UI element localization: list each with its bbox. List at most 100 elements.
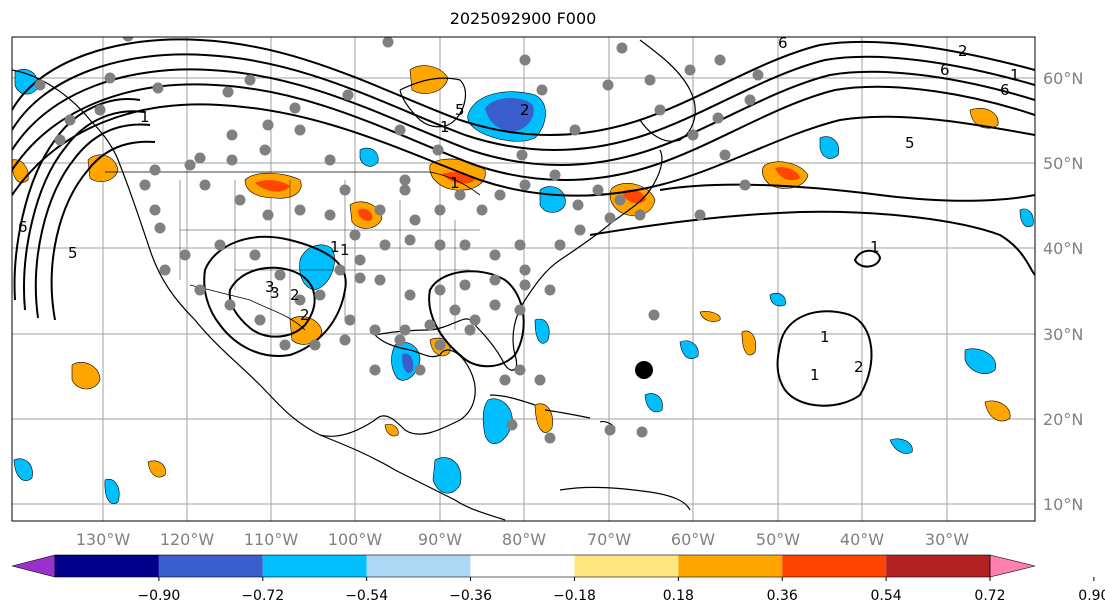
contour-label: 6 xyxy=(18,218,28,236)
state-borders xyxy=(179,180,480,330)
negative-anomaly-area xyxy=(644,393,663,413)
station-dot xyxy=(324,154,336,166)
station-dot xyxy=(54,134,66,146)
station-dot xyxy=(654,104,666,116)
station-markers xyxy=(34,37,764,444)
colorbar-extend-right xyxy=(989,554,1036,578)
jet-contour xyxy=(12,83,1035,181)
strong-positive-anomaly-area xyxy=(775,167,800,181)
atlantic-contour xyxy=(589,210,1035,276)
contour-label: 1 xyxy=(140,108,150,126)
atlantic-contour xyxy=(659,183,1035,202)
station-dot xyxy=(592,184,604,196)
negative-anomaly-area xyxy=(359,147,379,167)
station-dot xyxy=(489,299,501,311)
station-dot xyxy=(434,284,446,296)
station-dot xyxy=(536,84,548,96)
contour-label: 1 xyxy=(820,328,830,346)
station-dot xyxy=(489,249,501,261)
trough-contour xyxy=(428,270,525,368)
longitude-label: 90°W xyxy=(418,530,462,549)
contour-label: 2 xyxy=(520,101,530,119)
station-dot xyxy=(309,339,321,351)
station-dot xyxy=(339,184,351,196)
west-coast-contour xyxy=(34,123,151,319)
contour-label: 2 xyxy=(300,306,310,324)
south-america-coastline xyxy=(559,486,691,511)
station-dot xyxy=(382,37,394,48)
longitude-label: 130°W xyxy=(76,530,131,549)
strong-positive-anomaly-area xyxy=(358,208,373,221)
station-dot xyxy=(648,309,660,321)
contour-label: 3 xyxy=(270,284,280,302)
negative-anomaly-area xyxy=(104,478,120,504)
colorbar-tick-label: −0.36 xyxy=(449,588,492,604)
colorbar-segment xyxy=(366,555,471,577)
colorbar-segment xyxy=(262,555,367,577)
station-dot xyxy=(404,234,416,246)
positive-anomaly-area xyxy=(87,154,119,183)
station-dot xyxy=(636,426,648,438)
strong-positive-anomaly-area xyxy=(255,180,290,192)
station-dot xyxy=(374,274,386,286)
station-dot xyxy=(469,314,481,326)
station-dot xyxy=(294,294,306,306)
station-dot xyxy=(159,264,171,276)
station-dot xyxy=(184,159,196,171)
station-dot xyxy=(634,209,646,221)
station-dot xyxy=(394,334,406,346)
station-dot xyxy=(369,324,381,336)
negative-anomaly-area xyxy=(432,457,462,494)
station-dot xyxy=(424,319,436,331)
north-america-coastline xyxy=(12,69,663,437)
longitude-label: 50°W xyxy=(756,530,800,549)
station-dot xyxy=(714,54,726,66)
station-dot xyxy=(569,124,581,136)
station-dot xyxy=(414,364,426,376)
station-dot xyxy=(476,204,488,216)
station-dot xyxy=(199,179,211,191)
longitude-label: 40°W xyxy=(840,530,884,549)
negative-anomaly-area xyxy=(769,292,786,307)
storm-center-marker xyxy=(635,361,653,379)
station-dot xyxy=(616,42,628,54)
colorbar-tick-label: −0.54 xyxy=(345,588,388,604)
latitude-label: 60°N xyxy=(1043,69,1083,88)
station-dot xyxy=(369,364,381,376)
station-dot xyxy=(149,164,161,176)
station-dot xyxy=(459,239,471,251)
map-frame xyxy=(11,36,1036,522)
positive-anomaly-area xyxy=(534,403,553,433)
colorbar-tick-label: 0.90 xyxy=(1078,588,1105,604)
latitude-labels: 60°N 50°N 40°N 30°N 20°N 10°N xyxy=(1043,69,1083,514)
positive-anomaly-area xyxy=(984,400,1011,422)
station-dot xyxy=(712,112,724,124)
contour-label: 1 xyxy=(340,241,350,259)
contour-label: 1 xyxy=(1010,66,1020,84)
station-dot xyxy=(449,304,461,316)
station-dot xyxy=(139,179,151,191)
map-title: 2025092900 F000 xyxy=(449,9,597,28)
station-dot xyxy=(394,124,406,136)
latitude-label: 10°N xyxy=(1043,495,1083,514)
station-dot xyxy=(294,204,306,216)
station-dot xyxy=(274,269,286,281)
negative-anomaly-area xyxy=(964,348,996,374)
station-dot xyxy=(739,179,751,191)
negative-anomaly-area xyxy=(299,244,335,291)
station-dot xyxy=(409,214,421,226)
colorbar-segment xyxy=(782,555,887,577)
contour-label: 2 xyxy=(958,42,968,60)
colorbar-segment xyxy=(886,555,990,577)
contour-label: 2 xyxy=(854,358,864,376)
contour-lines xyxy=(12,38,1035,407)
hudson-bay-coastline xyxy=(399,77,467,128)
contour-label: 1 xyxy=(450,174,460,192)
colorbar-tick-label: −0.90 xyxy=(137,588,180,604)
negative-anomaly-area xyxy=(534,318,550,344)
station-dot xyxy=(684,64,696,76)
station-dot xyxy=(214,239,226,251)
us-mexico-border xyxy=(189,284,306,331)
station-dot xyxy=(226,154,238,166)
station-dot xyxy=(432,144,444,156)
